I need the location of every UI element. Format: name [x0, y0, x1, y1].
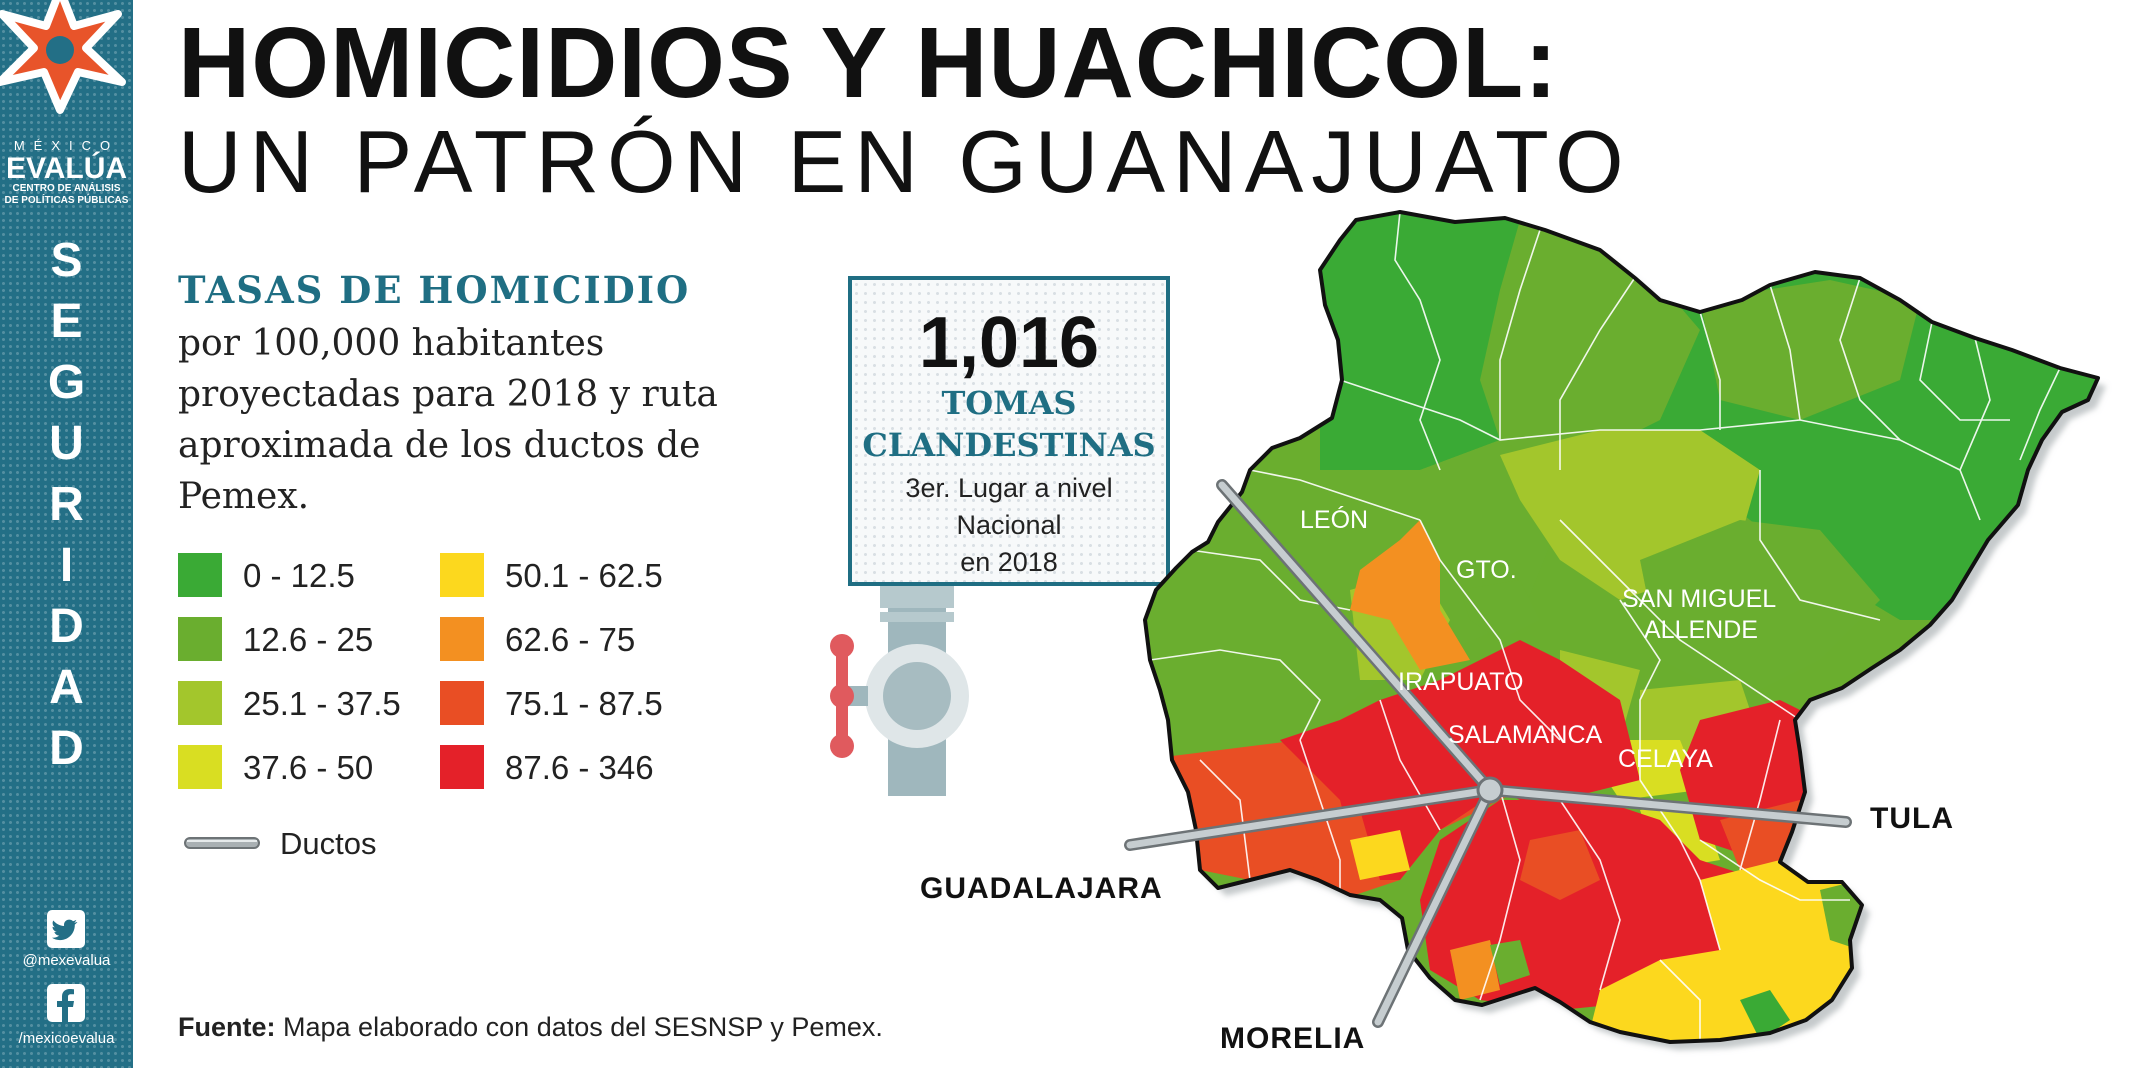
legend-label: 37.6 - 50	[243, 749, 374, 786]
pipeline-valve-icon	[830, 586, 969, 796]
map-label-allende: ALLENDE	[1644, 616, 1758, 644]
section-letter: I	[59, 539, 74, 592]
section-letter: A	[49, 661, 84, 714]
brand-country: MÉXICO	[13, 138, 120, 153]
legend: 0 - 12.5 12.6 - 25 25.1 - 37.5 37.6 - 50…	[178, 553, 698, 803]
legend-swatch	[440, 745, 484, 789]
municipality-borders	[1149, 212, 2061, 1040]
callout-label-1: TOMAS	[941, 384, 1077, 422]
legend-swatch	[178, 617, 222, 661]
map-label-salamanca: SALAMANCA	[1448, 721, 1603, 749]
facebook-icon[interactable]	[47, 984, 85, 1022]
callout-label-2: CLANDESTINAS	[862, 426, 1156, 464]
legend-label: 12.6 - 25	[243, 621, 374, 658]
pipeline-legend-label: Ductos	[280, 826, 377, 861]
municipality-fills	[1145, 212, 2098, 1042]
callout-note-line: 3er. Lugar a nivel	[905, 473, 1113, 503]
legend-swatch	[178, 553, 222, 597]
description-heading: TASAS DE HOMICIDIO	[178, 268, 691, 312]
destination-label-tula: TULA	[1870, 802, 1954, 835]
section-letter: D	[49, 600, 84, 653]
callout-note-line: Nacional	[956, 510, 1062, 540]
legend-swatch	[440, 553, 484, 597]
map-label-gto: GTO.	[1456, 556, 1517, 584]
callout-note: 3er. Lugar a nivel Nacional en 2018	[852, 470, 1166, 581]
page-subtitle: UN PATRÓN EN GUANAJUATO	[178, 112, 1632, 211]
destination-label-guadalajara: GUADALAJARA	[920, 872, 1163, 905]
section-letter: E	[50, 295, 83, 348]
guanajuato-map: LEÓN GTO. SAN MIGUEL ALLENDE IRAPUATO SA…	[1124, 210, 2100, 1044]
facebook-handle[interactable]: /mexicoevalua	[18, 1030, 115, 1047]
brand-name: EVALÚA	[5, 152, 128, 185]
source-text: Mapa elaborado con datos del SESNSP y Pe…	[283, 1012, 883, 1042]
legend-swatch	[440, 681, 484, 725]
source-note: Fuente: Mapa elaborado con datos del SES…	[178, 1012, 883, 1043]
section-word: S E G U R I D A D	[0, 230, 133, 779]
legend-label: 62.6 - 75	[505, 621, 636, 658]
legend-label: 87.6 - 346	[505, 749, 654, 786]
brand-subtitle-2: DE POLÍTICAS PÚBLICAS	[4, 195, 129, 206]
page-title: HOMICIDIOS Y HUACHICOL:	[178, 7, 1559, 119]
legend-label: 0 - 12.5	[243, 557, 355, 594]
map-label-irapuato: IRAPUATO	[1398, 668, 1524, 696]
callout-note-line: en 2018	[960, 547, 1058, 577]
sidebar: MÉXICO EVALÚA CENTRO DE ANÁLISIS DE POLÍ…	[0, 0, 133, 1068]
map-label-san-miguel: SAN MIGUEL	[1622, 585, 1776, 613]
legend-swatch	[178, 745, 222, 789]
twitter-handle[interactable]: @mexevalua	[22, 952, 111, 969]
legend-label: 25.1 - 37.5	[243, 685, 401, 722]
section-letter: G	[47, 356, 86, 409]
legend-swatch	[178, 681, 222, 725]
callout-number: 1,016	[918, 303, 1100, 383]
section-letter: D	[49, 722, 84, 775]
legend-label: 75.1 - 87.5	[505, 685, 663, 722]
map-label-leon: LEÓN	[1300, 505, 1368, 534]
destination-label-morelia: MORELIA	[1220, 1022, 1366, 1055]
legend-swatch	[440, 617, 484, 661]
description-body: por 100,000 habitantes proyectadas para …	[178, 323, 718, 517]
source-label: Fuente:	[178, 1012, 276, 1042]
section-letter: R	[49, 478, 84, 531]
pipelines	[1124, 479, 1852, 1028]
stat-callout: 1,016 TOMAS CLANDESTINAS 3er. Lugar a ni…	[848, 276, 1170, 586]
section-letter: S	[50, 234, 83, 287]
legend-label: 50.1 - 62.5	[505, 557, 663, 594]
section-letter: U	[49, 417, 84, 470]
brand-star-icon	[0, 0, 126, 114]
map-label-celaya: CELAYA	[1618, 745, 1713, 773]
pipeline-legend-icon	[184, 837, 260, 849]
twitter-icon[interactable]	[47, 910, 85, 948]
brand-subtitle-1: CENTRO DE ANÁLISIS	[12, 183, 121, 194]
